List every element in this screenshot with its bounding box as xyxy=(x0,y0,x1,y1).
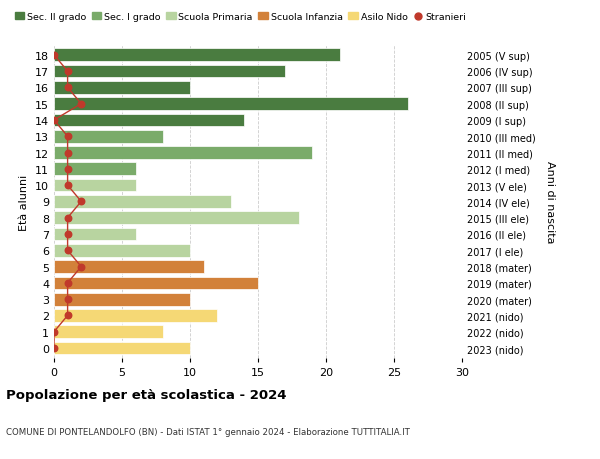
Bar xyxy=(54,212,299,224)
Point xyxy=(63,247,73,254)
Bar xyxy=(54,309,217,322)
Point xyxy=(63,133,73,140)
Bar xyxy=(54,244,190,257)
Y-axis label: Età alunni: Età alunni xyxy=(19,174,29,230)
Text: Popolazione per età scolastica - 2024: Popolazione per età scolastica - 2024 xyxy=(6,388,287,401)
Legend: Sec. II grado, Sec. I grado, Scuola Primaria, Scuola Infanzia, Asilo Nido, Stran: Sec. II grado, Sec. I grado, Scuola Prim… xyxy=(11,9,470,26)
Bar xyxy=(54,163,136,176)
Bar xyxy=(54,66,285,78)
Point xyxy=(63,231,73,238)
Bar xyxy=(54,228,136,241)
Bar xyxy=(54,293,190,306)
Point xyxy=(76,263,86,271)
Bar xyxy=(54,326,163,338)
Point xyxy=(63,296,73,303)
Text: COMUNE DI PONTELANDOLFO (BN) - Dati ISTAT 1° gennaio 2024 - Elaborazione TUTTITA: COMUNE DI PONTELANDOLFO (BN) - Dati ISTA… xyxy=(6,427,410,436)
Point xyxy=(63,166,73,173)
Point xyxy=(49,328,59,336)
Y-axis label: Anni di nascita: Anni di nascita xyxy=(545,161,555,243)
Bar xyxy=(54,147,313,160)
Bar xyxy=(54,114,244,127)
Bar xyxy=(54,82,190,95)
Point xyxy=(63,312,73,319)
Bar xyxy=(54,98,407,111)
Point xyxy=(63,150,73,157)
Bar xyxy=(54,196,231,208)
Bar xyxy=(54,277,258,290)
Bar xyxy=(54,342,190,355)
Point xyxy=(63,68,73,76)
Point xyxy=(49,117,59,124)
Bar xyxy=(54,131,163,143)
Point xyxy=(63,84,73,92)
Point xyxy=(49,345,59,352)
Point xyxy=(76,198,86,206)
Point xyxy=(63,182,73,190)
Point xyxy=(49,52,59,59)
Point xyxy=(63,214,73,222)
Bar xyxy=(54,179,136,192)
Bar xyxy=(54,49,340,62)
Bar xyxy=(54,261,203,273)
Point xyxy=(63,280,73,287)
Point xyxy=(76,101,86,108)
